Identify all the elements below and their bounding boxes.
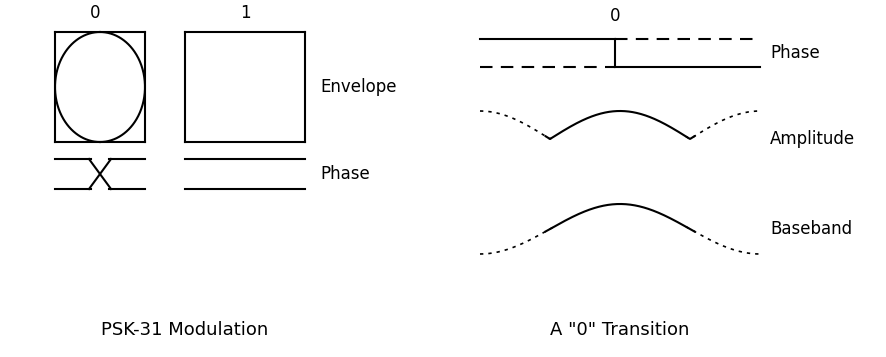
Text: PSK-31 Modulation: PSK-31 Modulation: [101, 321, 268, 339]
Text: 0: 0: [89, 4, 100, 22]
Text: Baseband: Baseband: [770, 220, 852, 238]
Text: A "0" Transition: A "0" Transition: [550, 321, 689, 339]
Text: Phase: Phase: [320, 165, 369, 183]
Text: Amplitude: Amplitude: [770, 130, 855, 148]
Text: Envelope: Envelope: [320, 78, 397, 96]
Text: 1: 1: [240, 4, 251, 22]
Text: Phase: Phase: [770, 44, 820, 62]
Text: 0: 0: [610, 7, 620, 25]
